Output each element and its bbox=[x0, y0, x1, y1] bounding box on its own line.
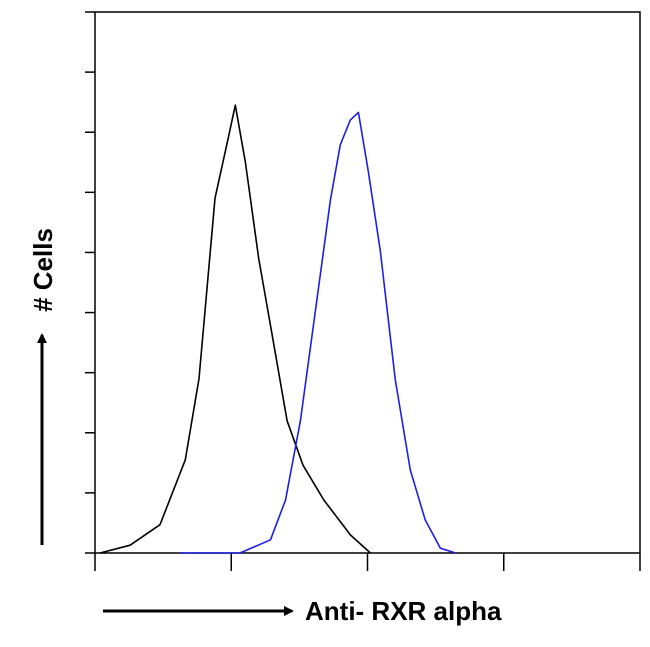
histogram-line bbox=[179, 111, 456, 554]
x-axis-label: Anti- RXR alpha bbox=[305, 596, 502, 626]
histogram-line bbox=[99, 104, 371, 554]
y-axis-label: # Cells bbox=[28, 228, 58, 312]
plot-frame bbox=[94, 11, 641, 554]
